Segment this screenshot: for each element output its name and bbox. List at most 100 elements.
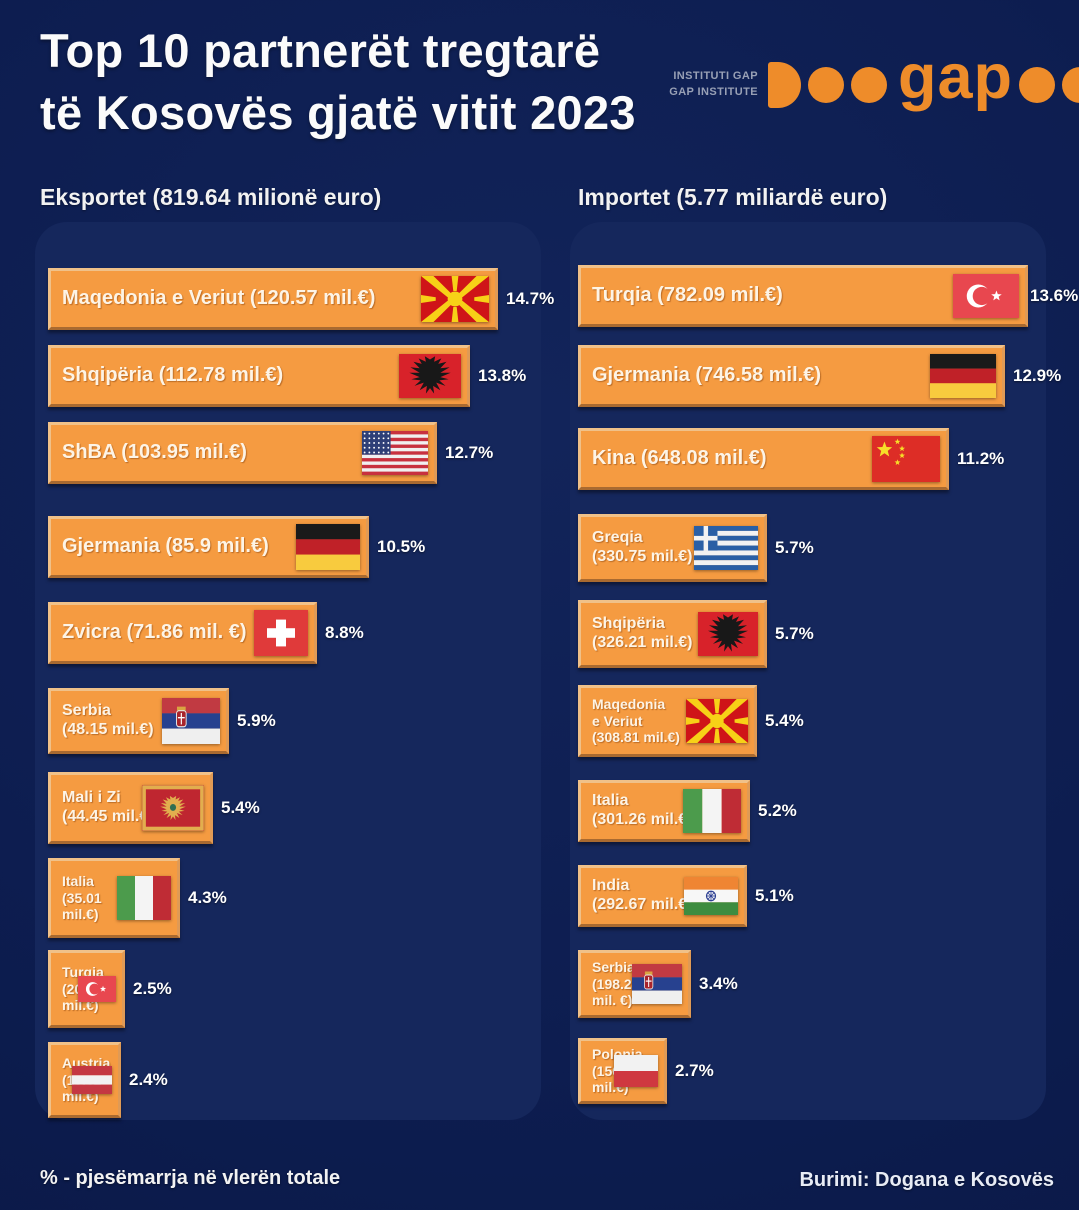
trade-bar: Serbia (48.15 mil.€) [48, 688, 229, 754]
page-title: Top 10 partnerët tregtarë të Kosovës gja… [40, 20, 636, 144]
country-value-label: Shqipëria (112.78 mil.€) [62, 364, 284, 387]
de-flag-icon [296, 524, 360, 570]
gap-caption-line1: INSTITUTI GAP [673, 70, 758, 83]
trade-bar-row: Zvicra (71.86 mil. €) 8.8% [48, 602, 541, 664]
gr-flag-icon [694, 526, 758, 570]
trade-bar: Turqia (782.09 mil.€) [578, 265, 1028, 327]
trade-bar: Mali i Zi (44.45 mil.€) [48, 772, 213, 844]
country-value-label: Italia (35.01 mil.€) [62, 873, 102, 923]
imports-header: Importet (5.77 miliardë euro) [578, 184, 888, 210]
imports-panel: Turqia (782.09 mil.€) 13.6% Gjermania (746… [570, 222, 1078, 1120]
trade-bar-row: Italia (301.26 mil.€) 5.2% [578, 780, 1046, 842]
page-title-line2: të Kosovës gjatë vitit 2023 [40, 86, 636, 140]
trade-bar-row: Kina (648.08 mil.€) 11.2% [578, 428, 1046, 490]
trade-bar-row: Austria(19.62mil.€) 2.4% [48, 1042, 541, 1118]
trade-bar-row: ShBA (103.95 mil.€) 12.7% [48, 422, 541, 484]
percent-label: 5.2% [758, 801, 797, 820]
trade-bar-row: Turqia (782.09 mil.€) 13.6% [578, 265, 1078, 327]
logo-dot-icon [1019, 67, 1055, 104]
country-value-label: Maqedonia e Veriut (308.81 mil.€) [592, 696, 680, 746]
logo-dot-icon [807, 67, 844, 104]
trade-bar: Maqedonia e Veriut (308.81 mil.€) [578, 685, 757, 757]
al-flag-icon [698, 612, 758, 656]
gap-logo-marks: gap [767, 42, 1079, 118]
country-value-label: ShBA (103.95 mil.€) [62, 441, 247, 464]
percent-label: 12.9% [1013, 366, 1062, 385]
percent-label: 12.7% [445, 443, 494, 462]
country-value-label: Greqia (330.75 mil.€) [592, 529, 693, 565]
logo-dot-clipped-icon [1062, 67, 1079, 104]
percent-label: 2.7% [675, 1061, 714, 1080]
mk-flag-icon [421, 276, 489, 322]
country-value-label: India (292.67 mil.€) [592, 877, 693, 913]
trade-bar: Kina (648.08 mil.€) [578, 428, 949, 490]
percent-label: 5.4% [221, 798, 260, 817]
us-flag-icon [362, 431, 428, 475]
me-flag-icon [142, 785, 204, 831]
it-flag-icon [117, 876, 171, 920]
imports-rows: Turqia (782.09 mil.€) 13.6% Gjermania (746… [578, 222, 1078, 1104]
country-value-label: Kina (648.08 mil.€) [592, 447, 767, 470]
trade-bar: Italia (35.01 mil.€) [48, 858, 180, 938]
country-value-label: Mali i Zi (44.45 mil.€) [62, 789, 154, 825]
trade-bar-row: Shqipëria (112.78 mil.€) 13.8% [48, 345, 541, 407]
trade-bar: Polonia(156.16mil.€) [578, 1038, 667, 1104]
trade-bar-row: Shqipëria (326.21 mil.€) 5.7% [578, 600, 1046, 668]
percent-label: 13.6% [1030, 286, 1079, 305]
al-flag-icon [399, 354, 461, 398]
trade-bar: Italia (301.26 mil.€) [578, 780, 750, 842]
trade-bar-row: Serbia (48.15 mil.€) 5.9% [48, 688, 541, 754]
gap-caption-line2: GAP INSTITUTE [669, 86, 758, 99]
footnote-percent-legend: % - pjesëmarrja në vlerën totale [40, 1167, 341, 1189]
trade-bar-row: Gjermania (746.58 mil.€) 12.9% [578, 345, 1061, 407]
ch-flag-icon [254, 610, 308, 656]
percent-label: 13.8% [478, 366, 527, 385]
source-label: Burimi: Dogana e Kosovës [799, 1169, 1054, 1191]
it-flag-icon [683, 789, 741, 833]
percent-label: 5.7% [775, 538, 814, 557]
trade-bar-row: Italia (35.01 mil.€) 4.3% [48, 858, 541, 938]
mk-flag-icon [686, 699, 748, 743]
country-value-label: Serbia (48.15 mil.€) [62, 702, 154, 738]
trade-bar-row: Mali i Zi (44.45 mil.€) 5.4% [48, 772, 541, 844]
rs-flag-icon [632, 964, 682, 1004]
gap-institute-caption: INSTITUTI GAP GAP INSTITUTE [669, 69, 758, 101]
in-flag-icon [684, 877, 738, 915]
page-title-line1: Top 10 partnerët tregtarë [40, 24, 601, 77]
percent-label: 5.4% [765, 711, 804, 730]
exports-rows: Maqedonia e Veriut (120.57 mil.€) 14.7% Sh… [48, 222, 554, 1118]
country-value-label: Serbia (198.24 mil. €) [592, 959, 640, 1009]
percent-label: 14.7% [506, 289, 555, 308]
percent-label: 2.4% [129, 1070, 168, 1089]
trade-bar-row: Polonia(156.16mil.€) 2.7% [578, 1038, 1046, 1104]
percent-label: 10.5% [377, 537, 426, 556]
country-value-label: Maqedonia e Veriut (120.57 mil.€) [62, 287, 376, 310]
percent-label: 5.7% [775, 624, 814, 643]
country-value-label: Zvicra (71.86 mil. €) [62, 621, 247, 644]
country-value-label: Gjermania (746.58 mil.€) [592, 364, 822, 387]
country-value-label: Gjermania (85.9 mil.€) [62, 535, 269, 558]
at-flag-icon [72, 1066, 112, 1094]
trade-bar-row: Greqia (330.75 mil.€) 5.7% [578, 514, 1046, 582]
trade-bar: Shqipëria (326.21 mil.€) [578, 600, 767, 668]
de-flag-icon [930, 354, 996, 398]
logo-wordmark: gap [897, 42, 1013, 112]
percent-label: 3.4% [699, 974, 738, 993]
trade-bar: Serbia (198.24 mil. €) [578, 950, 691, 1018]
exports-panel: Maqedonia e Veriut (120.57 mil.€) 14.7% Sh… [35, 222, 554, 1120]
country-value-label: Shqipëria (326.21 mil.€) [592, 615, 693, 651]
gap-institute-logo: INSTITUTI GAP GAP INSTITUTE gap [669, 42, 1079, 118]
trade-bar-row: India (292.67 mil.€) 5.1% [578, 865, 1046, 927]
logo-halfdisc-icon [767, 62, 801, 109]
trade-bar-row: Maqedonia e Veriut (120.57 mil.€) 14.7% [48, 268, 554, 330]
percent-label: 5.9% [237, 711, 276, 730]
logo-dot-icon [850, 67, 887, 104]
trade-bar: ShBA (103.95 mil.€) [48, 422, 437, 484]
trade-bar: Greqia (330.75 mil.€) [578, 514, 767, 582]
tr-flag-icon [78, 976, 116, 1002]
percent-label: 11.2% [957, 449, 1005, 468]
trade-bar: Austria(19.62mil.€) [48, 1042, 121, 1118]
trade-bar: Gjermania (746.58 mil.€) [578, 345, 1005, 407]
